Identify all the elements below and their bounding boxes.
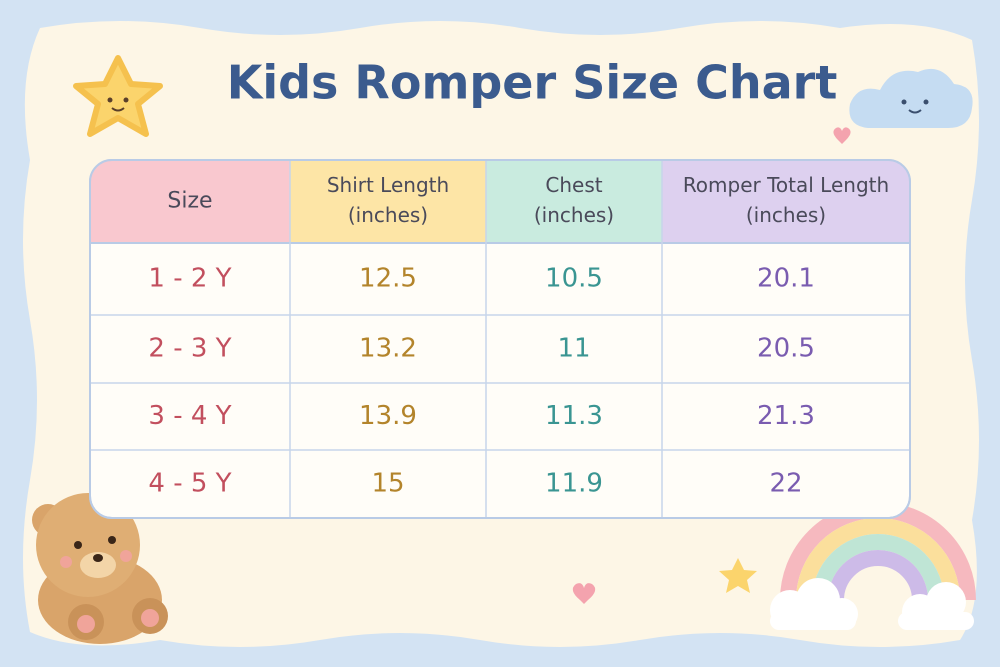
header-text: Romper Total Length (683, 173, 889, 197)
cell-text: 10.5 (545, 264, 603, 294)
cell-text: 1 - 2 Y (148, 264, 231, 294)
cell-text: 13.9 (359, 401, 417, 431)
cell-text: 3 - 4 Y (148, 401, 231, 431)
cell-text: 11.3 (545, 401, 603, 431)
cloud-decoration (770, 578, 974, 630)
cell-text: 15 (371, 469, 404, 499)
header-text: Size (167, 189, 212, 214)
cell-text: 2 - 3 Y (148, 334, 231, 364)
heart-decoration (572, 583, 596, 604)
star-decoration (73, 55, 163, 137)
header-text: (inches) (746, 203, 826, 227)
header-text: (inches) (534, 203, 614, 227)
cell-text: 20.1 (757, 264, 815, 294)
heart-decoration (833, 127, 851, 144)
header-cell (90, 160, 290, 243)
star-decoration (719, 558, 757, 593)
cell-text: 13.2 (359, 334, 417, 364)
cell-text: 11 (557, 334, 590, 364)
cell-text: 21.3 (757, 401, 815, 431)
header-cell (486, 160, 662, 243)
header-text: (inches) (348, 203, 428, 227)
cell-text: 22 (769, 469, 802, 499)
header-text: Shirt Length (327, 173, 449, 197)
header-cell (662, 160, 910, 243)
cell-text: 11.9 (545, 469, 603, 499)
cell-text: 4 - 5 Y (148, 469, 231, 499)
cloud-decoration (849, 68, 973, 128)
title: Kids Romper Size Chart (227, 56, 838, 110)
table: Size Shirt Length (inches) Chest (inches) Rom… (89, 159, 911, 519)
cell-text: 12.5 (359, 264, 417, 294)
header-text: Chest (545, 173, 602, 197)
header-cell (290, 160, 486, 243)
cell-text: 20.5 (757, 334, 815, 364)
table-border (89, 159, 911, 519)
